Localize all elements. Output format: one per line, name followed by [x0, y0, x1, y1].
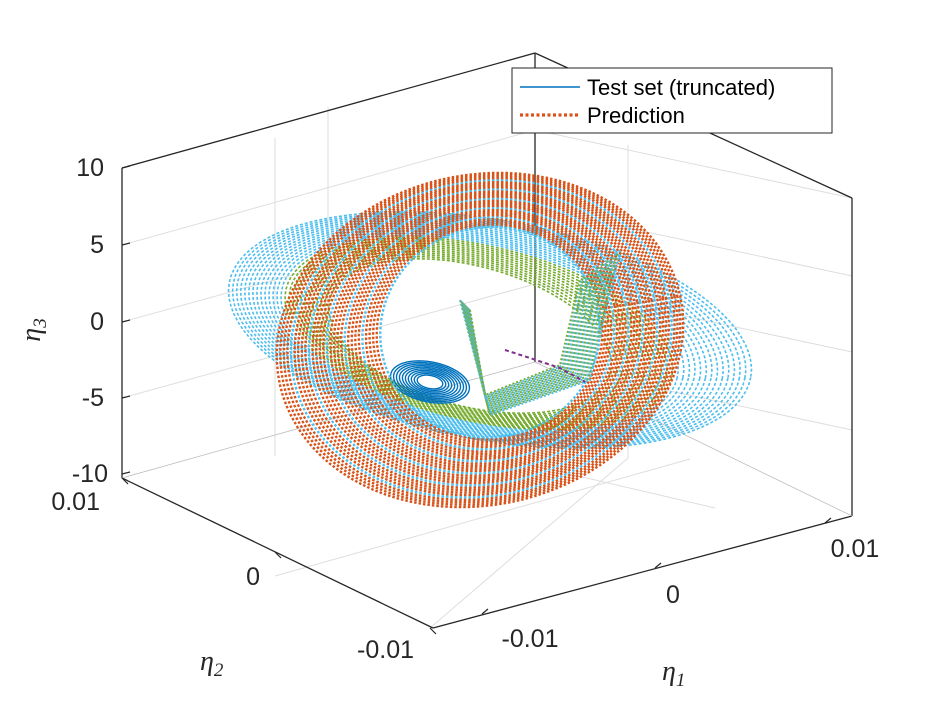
- prediction-series-line: [339, 205, 633, 465]
- prediction-series-line: [279, 173, 682, 506]
- y-axis-label-main: η: [200, 646, 214, 677]
- z-axis-label-main: η: [16, 328, 47, 342]
- x-axis-label-sub: 1: [676, 670, 686, 691]
- x-tick-labels: -0.01 0 0.01: [502, 535, 880, 653]
- test-series-line: [395, 363, 465, 401]
- test-series-line: [304, 246, 646, 424]
- prediction-series-line: [336, 203, 636, 468]
- y-tick-labels: 0.01 0 -0.01: [51, 488, 414, 664]
- prediction-series-line: [275, 171, 685, 509]
- test-series-line: [401, 366, 459, 398]
- test-series-line: [239, 216, 736, 446]
- test-series-line: [416, 374, 444, 390]
- z-tick-label: 5: [90, 231, 104, 259]
- z-tick-label: -10: [72, 460, 108, 488]
- test-series-line: [410, 371, 450, 393]
- prediction-series-line: [318, 193, 650, 480]
- legend-label-prediction: Prediction: [587, 103, 685, 128]
- test-series-line: [407, 369, 453, 395]
- legend: Test set (truncated) Prediction: [511, 67, 833, 134]
- test-series-line: [316, 252, 629, 419]
- test-series-line: [247, 219, 725, 443]
- prediction-series-line: [300, 184, 665, 492]
- prediction-series-line: [354, 212, 622, 456]
- prediction-series-line: [364, 218, 613, 449]
- prediction-series-line: [368, 219, 610, 446]
- y-tick-label: -0.01: [357, 636, 414, 664]
- test-series-line: [319, 254, 624, 418]
- test-series-line: [404, 368, 456, 396]
- z-axis-label-sub: 3: [30, 318, 51, 329]
- test-series-line: [389, 360, 471, 404]
- z-tick-label: -5: [82, 384, 104, 412]
- test-series-line: [398, 364, 462, 400]
- legend-label-test: Test set (truncated): [587, 75, 775, 100]
- prediction-series-line: [329, 199, 642, 473]
- z-tick-labels: 10 5 0 -5 -10: [72, 154, 108, 488]
- test-series-line: [327, 257, 613, 415]
- test-series-line: [227, 211, 753, 449]
- prediction-series-line: [466, 272, 591, 402]
- prediction-series-line: [357, 214, 619, 453]
- test-series-line: [504, 349, 586, 383]
- prediction-series-line: [467, 274, 589, 400]
- prediction-series-line: [282, 175, 679, 504]
- test-series-line: [413, 372, 447, 392]
- test-series-line: [392, 361, 468, 403]
- plot-area: [227, 171, 753, 509]
- x-tick-label: 0.01: [831, 535, 880, 563]
- prediction-series-line: [293, 180, 671, 497]
- x-axis-label: η1: [662, 656, 685, 691]
- prediction-series-line: [304, 186, 662, 490]
- test-series-line: [243, 218, 730, 444]
- z-tick-label: 0: [90, 308, 104, 336]
- axes-grid: [121, 107, 853, 629]
- z-tick-label: 10: [76, 154, 104, 182]
- test-series-line: [276, 232, 685, 434]
- svg-text:η3: η3: [16, 318, 51, 341]
- legend-box: [511, 67, 833, 134]
- prediction-series-line: [350, 210, 625, 458]
- prediction-series-line: [325, 197, 645, 475]
- prediction-series-line: [461, 256, 612, 412]
- prediction-series-line: [378, 225, 602, 439]
- prediction-series-line: [375, 223, 604, 441]
- prediction-series-line: [286, 177, 676, 502]
- prediction-series-line: [361, 216, 616, 451]
- prediction-series-line: [311, 190, 656, 485]
- tick-marks: [121, 165, 832, 635]
- prediction-series-line: [296, 182, 668, 494]
- prediction-series-line: [343, 206, 630, 463]
- prediction-series-line: [459, 251, 619, 416]
- x-tick-label: 0: [666, 581, 680, 609]
- y-axis-label-sub: 2: [214, 660, 224, 681]
- x-axis-label-main: η: [662, 656, 676, 687]
- prediction-series-line: [307, 188, 659, 487]
- prediction-series-line: [468, 278, 584, 398]
- x-tick-label: -0.01: [502, 625, 559, 653]
- prediction-series-line: [463, 263, 603, 407]
- y-axis-label: η2: [200, 646, 224, 681]
- axes-box: [121, 52, 853, 629]
- y-tick-label: 0: [246, 563, 260, 591]
- z-axis-label: η3: [16, 318, 51, 341]
- y-tick-label: 0.01: [51, 488, 100, 516]
- prediction-series-line: [332, 201, 639, 470]
- prediction-series-line: [464, 265, 600, 406]
- prediction-series-line: [321, 195, 648, 478]
